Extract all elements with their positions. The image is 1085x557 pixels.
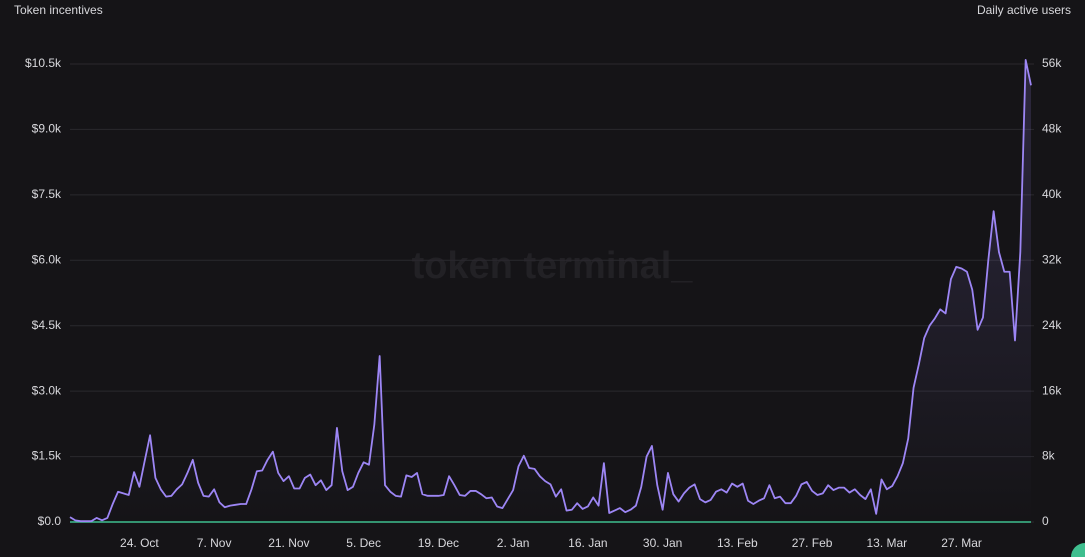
x-tick-label: 2. Jan <box>497 536 530 550</box>
x-tick-label: 27. Feb <box>792 536 833 550</box>
y-tick-label: $10.5k <box>25 56 62 70</box>
x-tick-label: 21. Nov <box>268 536 309 550</box>
y2-tick-label: 56k <box>1042 56 1062 70</box>
x-tick-label: 27. Mar <box>941 536 982 550</box>
corner-badge[interactable] <box>1071 543 1085 557</box>
y2-tick-label: 32k <box>1042 252 1062 266</box>
y-axis-title: Token incentives <box>14 3 103 17</box>
y2-tick-label: 24k <box>1042 318 1062 332</box>
x-tick-label: 16. Jan <box>568 536 607 550</box>
y-tick-label: $4.5k <box>32 318 62 332</box>
y2-tick-label: 0 <box>1042 514 1049 528</box>
y-tick-label: $0.0 <box>38 514 62 528</box>
line <box>69 59 1032 523</box>
y-tick-label: $9.0k <box>32 122 62 136</box>
y-tick-label: $1.5k <box>32 449 62 463</box>
x-tick-label: 5. Dec <box>346 536 381 550</box>
x-tick-label: 13. Mar <box>867 536 908 550</box>
x-tick-label: 13. Feb <box>717 536 758 550</box>
y-tick-label: $3.0k <box>32 383 62 397</box>
x-tick-label: 7. Nov <box>197 536 232 550</box>
y2-tick-label: 40k <box>1042 187 1062 201</box>
y2-tick-label: 8k <box>1042 449 1056 463</box>
y2-tick-label: 16k <box>1042 383 1062 397</box>
x-tick-label: 19. Dec <box>418 536 459 550</box>
x-tick-label: 24. Oct <box>120 536 159 550</box>
y-tick-label: $7.5k <box>32 187 62 201</box>
area <box>70 59 1031 522</box>
y-tick-label: $6.0k <box>32 252 62 266</box>
watermark: token terminal_ <box>412 245 694 287</box>
y2-tick-label: 48k <box>1042 122 1062 136</box>
x-tick-label: 30. Jan <box>643 536 682 550</box>
y2-axis-title: Daily active users <box>977 3 1071 17</box>
